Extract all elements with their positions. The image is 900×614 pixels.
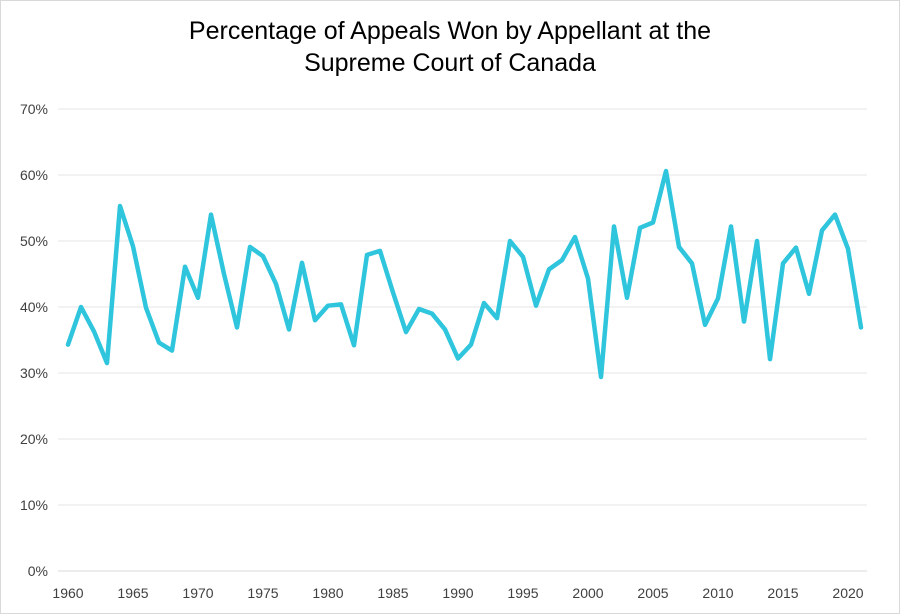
- y-tick-label: 10%: [20, 497, 48, 513]
- chart-title-line-1: Percentage of Appeals Won by Appellant a…: [188, 17, 712, 45]
- series-line: [65, 168, 864, 380]
- x-tick-label: 2005: [637, 585, 668, 601]
- chart-title-line-2: Supreme Court of Canada: [304, 49, 596, 77]
- x-tick-label: 1960: [52, 585, 83, 601]
- x-tick-label: 2000: [572, 585, 603, 601]
- x-tick-label: 2020: [832, 585, 863, 601]
- x-tick-label: 1975: [247, 585, 278, 601]
- x-tick-label: 2015: [767, 585, 798, 601]
- y-tick-label: 50%: [20, 233, 48, 249]
- x-tick-label: 1970: [182, 585, 213, 601]
- y-tick-label: 20%: [20, 431, 48, 447]
- y-tick-label: 60%: [20, 167, 48, 183]
- y-tick-label: 40%: [20, 299, 48, 315]
- y-tick-label: 30%: [20, 365, 48, 381]
- x-tick-label: 1990: [442, 585, 473, 601]
- x-tick-label: 2010: [702, 585, 733, 601]
- x-tick-label: 1995: [507, 585, 538, 601]
- y-tick-label: 0%: [28, 563, 48, 579]
- chart-title: Percentage of Appeals Won by Appellant a…: [1, 15, 899, 79]
- x-tick-label: 1965: [117, 585, 148, 601]
- x-tick-label: 1980: [312, 585, 343, 601]
- x-tick-label: 1985: [377, 585, 408, 601]
- y-tick-label: 70%: [20, 101, 48, 117]
